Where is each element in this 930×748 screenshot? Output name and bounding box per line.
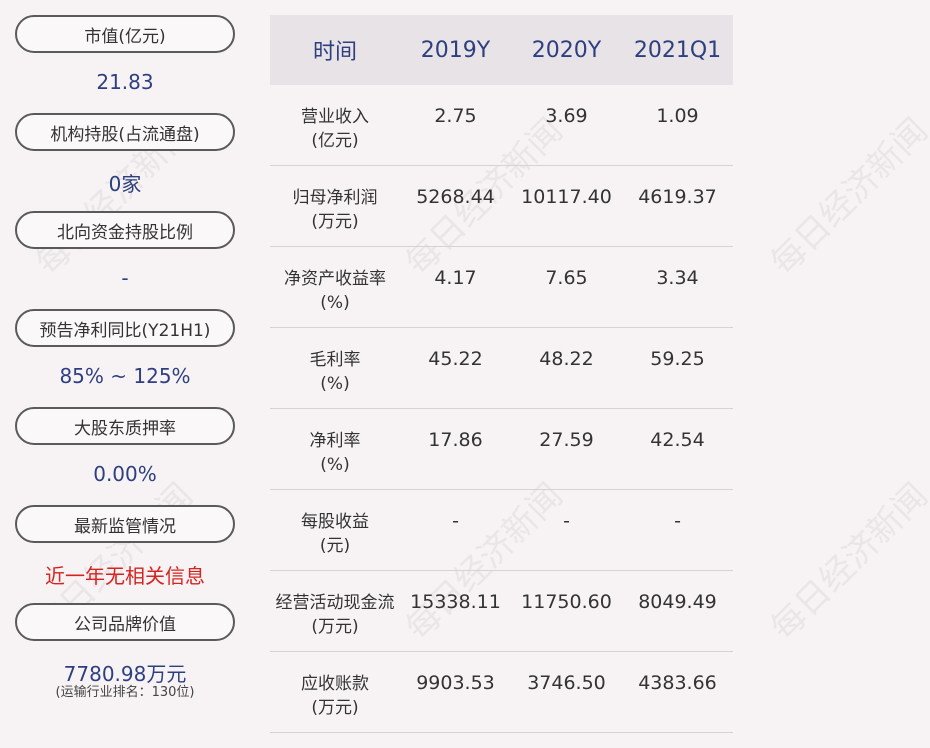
- institutional-holding-value: 0家: [108, 172, 142, 196]
- table-row: 营业收入 (亿元) 2.75 3.69 1.09: [270, 85, 733, 166]
- cell-value: 4.17: [434, 267, 477, 289]
- cell-value: 2.75: [434, 105, 477, 127]
- row-label: 经营活动现金流 (万元): [275, 593, 395, 637]
- regulatory-status-label: 最新监管情况: [15, 505, 235, 543]
- brand-value-label: 公司品牌价值: [15, 603, 235, 641]
- row-label: 净资产收益率 (%): [284, 269, 386, 313]
- header-time: 时间: [312, 40, 357, 65]
- cell-value: 45.22: [428, 348, 483, 370]
- row-label: 净利率 (%): [309, 431, 361, 475]
- header-2019y: 2019Y: [420, 37, 491, 63]
- cell-value: -: [452, 510, 459, 532]
- table-row: 经营活动现金流 (万元) 15338.11 11750.60 8049.49: [270, 571, 733, 652]
- watermark: 每日经济新闻: [763, 475, 930, 649]
- table-header: 时间 2019Y 2020Y 2021Q1: [270, 15, 733, 85]
- row-label: 营业收入 (亿元): [301, 107, 369, 151]
- northbound-holding-label: 北向资金持股比例: [15, 211, 235, 249]
- cell-value: 15338.11: [410, 591, 501, 613]
- cell-value: 8049.49: [638, 591, 717, 613]
- cell-value: 7.65: [545, 267, 588, 289]
- table-row: 净资产收益率 (%) 4.17 7.65 3.34: [270, 247, 733, 328]
- cell-value: 17.86: [428, 429, 483, 451]
- cell-value: 3.34: [656, 267, 699, 289]
- brand-value-rank: (运输行业排名：130位): [55, 685, 195, 700]
- watermark: 每日经济新闻: [763, 110, 930, 284]
- cell-value: -: [563, 510, 570, 532]
- northbound-holding-value: -: [121, 266, 129, 290]
- cell-value: 3.69: [545, 105, 588, 127]
- cell-value: 11750.60: [521, 591, 612, 613]
- cell-value: 3746.50: [527, 672, 606, 694]
- cell-value: 5268.44: [416, 186, 495, 208]
- cell-value: 10117.40: [521, 186, 612, 208]
- pledge-rate-label: 大股东质押率: [15, 407, 235, 445]
- profit-forecast-value: 85% ~ 125%: [59, 364, 191, 388]
- row-label: 每股收益 (元): [301, 512, 369, 556]
- table-row: 归母净利润 (万元) 5268.44 10117.40 4619.37: [270, 166, 733, 247]
- financial-table: 时间 2019Y 2020Y 2021Q1 营业收入 (亿元) 2.75 3.69…: [270, 15, 733, 733]
- header-2020y: 2020Y: [531, 37, 602, 63]
- cell-value: 4383.66: [638, 672, 717, 694]
- cell-value: 48.22: [539, 348, 594, 370]
- row-label: 毛利率 (%): [309, 350, 361, 394]
- market-cap-label: 市值(亿元): [15, 15, 235, 53]
- header-2021q1: 2021Q1: [633, 37, 722, 63]
- profit-forecast-label: 预告净利同比(Y21H1): [15, 309, 235, 347]
- cell-value: 1.09: [656, 105, 699, 127]
- pledge-rate-value: 0.00%: [93, 462, 157, 486]
- cell-value: -: [674, 510, 681, 532]
- table-row: 毛利率 (%) 45.22 48.22 59.25: [270, 328, 733, 409]
- institutional-holding-label: 机构持股(占流通盘): [15, 113, 235, 151]
- table-row: 应收账款 (万元) 9903.53 3746.50 4383.66: [270, 652, 733, 733]
- table-row: 每股收益 (元) - - -: [270, 490, 733, 571]
- cell-value: 4619.37: [638, 186, 717, 208]
- table-row: 净利率 (%) 17.86 27.59 42.54: [270, 409, 733, 490]
- cell-value: 9903.53: [416, 672, 495, 694]
- cell-value: 27.59: [539, 429, 594, 451]
- cell-value: 42.54: [650, 429, 705, 451]
- row-label: 应收账款 (万元): [301, 674, 369, 718]
- market-cap-value: 21.83: [96, 70, 154, 94]
- cell-value: 59.25: [650, 348, 705, 370]
- row-label: 归母净利润 (万元): [292, 188, 378, 232]
- brand-value-value: 7780.98万元: [63, 662, 187, 686]
- regulatory-status-value: 近一年无相关信息: [45, 564, 205, 588]
